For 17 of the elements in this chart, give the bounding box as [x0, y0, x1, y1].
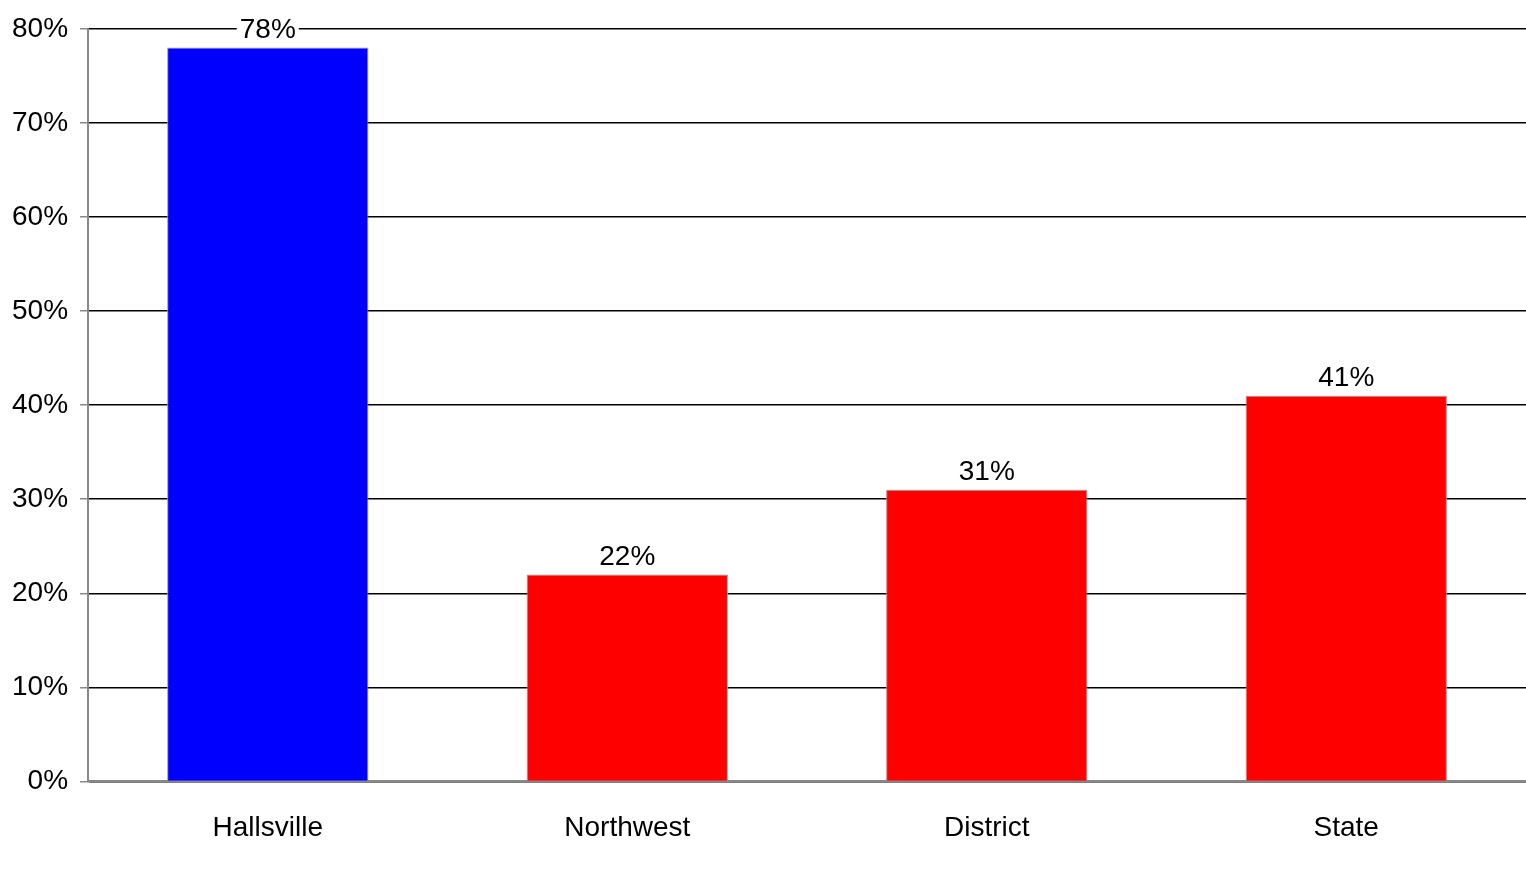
y-tick-label: 0% [27, 764, 69, 796]
y-tick-label: 40% [11, 387, 69, 419]
x-tick-label: District [943, 810, 1030, 842]
x-tick-label: Northwest [564, 810, 691, 842]
y-tick-label: 20% [11, 575, 69, 607]
y-tick-label: 10% [11, 670, 69, 702]
data-label: 22% [599, 540, 656, 572]
y-tick-label: 50% [11, 293, 69, 325]
data-label: 31% [958, 455, 1015, 487]
data-label: 78% [239, 13, 296, 45]
data-label: 41% [1318, 361, 1375, 393]
y-tick-label: 60% [11, 199, 69, 231]
y-tick-label: 80% [11, 11, 69, 43]
x-tick-label: Hallsville [212, 810, 324, 842]
x-tick-label: State [1313, 810, 1379, 842]
y-tick-label: 30% [11, 481, 69, 513]
y-tick-label: 70% [11, 105, 69, 137]
